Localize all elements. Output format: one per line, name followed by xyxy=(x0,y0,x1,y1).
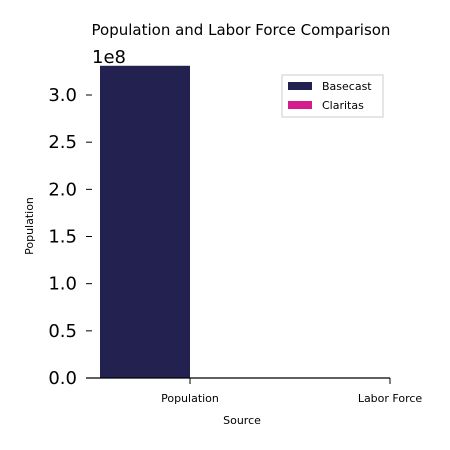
legend: Basecast Claritas xyxy=(281,74,384,118)
y-tick-label: 1.0 xyxy=(48,274,77,295)
x-axis-label: Source xyxy=(223,414,261,427)
legend-swatch-basecast xyxy=(288,82,312,90)
y-axis-label: Population xyxy=(23,197,36,255)
y-tick-label: 1.5 xyxy=(48,227,77,248)
chart-title: Population and Labor Force Comparison xyxy=(92,21,391,39)
x-tick-label: Labor Force xyxy=(358,392,423,405)
bars-group xyxy=(100,65,190,378)
y-tick-label: 2.5 xyxy=(48,132,77,153)
y-axis-offset-label: 1e8 xyxy=(92,47,126,68)
y-tick-label: 3.0 xyxy=(48,85,77,106)
y-axis: 0.0 0.5 1.0 1.5 2.0 2.5 3.0 xyxy=(48,85,92,389)
legend-swatch-claritas xyxy=(288,101,312,109)
bar-basecast-population xyxy=(100,65,190,378)
y-tick-label: 0.0 xyxy=(48,368,77,389)
y-tick-label: 0.5 xyxy=(48,321,77,342)
y-tick-label: 2.0 xyxy=(48,179,77,200)
legend-label-basecast: Basecast xyxy=(322,80,372,93)
legend-label-claritas: Claritas xyxy=(322,99,364,112)
x-axis: Population Labor Force xyxy=(86,377,423,405)
x-tick-label: Population xyxy=(161,392,219,405)
